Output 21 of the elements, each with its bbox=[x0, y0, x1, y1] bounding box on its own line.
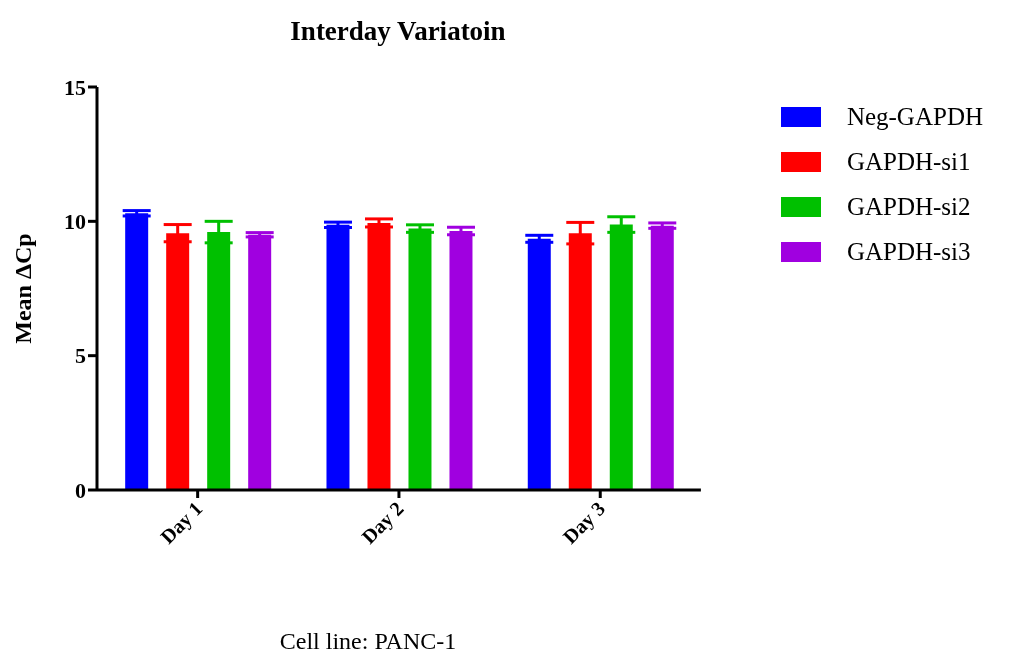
y-axis-title: Mean ΔCp bbox=[9, 233, 36, 344]
bar bbox=[650, 225, 674, 490]
text: Cell line: PANC-1 bbox=[278, 628, 458, 655]
x-tick-label: Day 1 bbox=[155, 497, 208, 549]
bar bbox=[326, 224, 350, 490]
bar bbox=[408, 228, 432, 490]
legend-label: GAPDH-si2 bbox=[846, 193, 971, 221]
legend-label: GAPDH-si3 bbox=[846, 238, 971, 266]
bar bbox=[527, 238, 551, 490]
y-tick-label: 5 bbox=[75, 343, 86, 369]
legend-label: GAPDH-si1 bbox=[846, 148, 971, 176]
x-tick-label: Day 3 bbox=[558, 497, 610, 549]
x-tick-label: Day 2 bbox=[357, 497, 409, 549]
chart-title: Interday Variatoin bbox=[289, 16, 507, 47]
legend-label: Neg-GAPDH bbox=[846, 103, 983, 131]
y-tick-label: 10 bbox=[64, 209, 86, 235]
bar bbox=[449, 231, 473, 490]
bar bbox=[125, 213, 149, 490]
y-tick-label: 15 bbox=[64, 74, 86, 100]
y-tick-label: 0 bbox=[75, 477, 86, 503]
bar bbox=[367, 222, 391, 490]
